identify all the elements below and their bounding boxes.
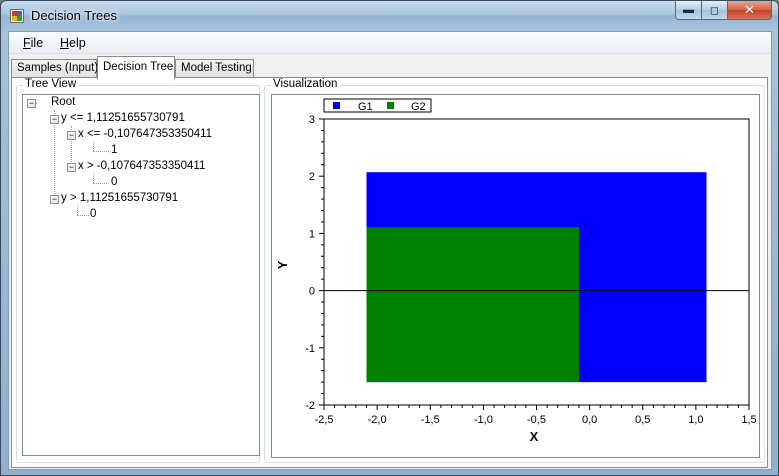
decision-boundary-chart: G1 G2 -2,5 -2,0 -1,5 -1,0 -0,5 0,0 0,5 1,0 1,5 3 2… (275, 98, 757, 444)
menu-help[interactable]: Help (60, 36, 86, 50)
legend-g2-swatch (387, 102, 394, 109)
x-axis-label: X (530, 429, 539, 444)
tab-decision-tree[interactable]: Decision Tree (97, 56, 175, 79)
legend-g1-swatch (333, 102, 340, 109)
maximize-button[interactable]: ◻ (702, 1, 728, 20)
tree-leaf-0b[interactable]: 0 (90, 208, 97, 220)
tab-samples-input[interactable]: Samples (Input) (11, 59, 98, 78)
minimize-button[interactable]: ▬ (675, 1, 702, 20)
menu-help-mnemonic: H (60, 36, 70, 50)
maximize-icon: ◻ (709, 4, 720, 17)
g2-region (366, 227, 579, 383)
tree-view-group: Tree View − Root (16, 78, 260, 463)
y-tick-label: 0 (309, 286, 315, 298)
collapse-root-icon[interactable]: − (27, 98, 36, 108)
collapse-y-gt-icon[interactable]: − (50, 194, 59, 204)
visualization-title: Visualization (271, 78, 340, 90)
tree-node-root[interactable]: Root (51, 96, 76, 108)
y-tick-label: 3 (309, 114, 315, 126)
collapse-y-le-icon[interactable]: − (50, 114, 59, 124)
y-tick-label: -1 (305, 343, 315, 355)
y-tick-label: 1 (309, 228, 315, 240)
collapse-x-le-icon[interactable]: − (67, 130, 76, 140)
menu-help-label: elp (69, 36, 86, 50)
x-tick-label: 1,0 (688, 414, 703, 426)
y-axis-label: Y (275, 260, 290, 269)
tree-leaf-1[interactable]: 1 (111, 144, 118, 156)
x-tick-label: -0,5 (527, 414, 546, 426)
menu-file-mnemonic: F (23, 36, 31, 50)
legend-g1-label: G1 (358, 101, 373, 113)
x-tick-label: -1,0 (474, 414, 493, 426)
close-button[interactable]: ✕ (728, 1, 772, 20)
tree-view-title: Tree View (23, 78, 79, 90)
y-tick-label: 2 (309, 171, 315, 183)
close-icon: ✕ (744, 2, 755, 17)
decision-tree-tab-page: Tree View − Root (11, 77, 768, 468)
x-tick-label: 1,5 (741, 414, 756, 426)
title-bar[interactable]: Decision Trees ▬ ◻ ✕ (1, 1, 778, 31)
chart-area[interactable]: G1 G2 -2,5 -2,0 -1,5 -1,0 -0,5 0,0 0,5 1,0 1,5 3 2… (271, 94, 760, 458)
window-title: Decision Trees (31, 8, 117, 23)
client-area: File Help Samples (Input) Decision Tree … (8, 31, 772, 470)
legend: G1 G2 (323, 98, 432, 113)
menu-file[interactable]: File (23, 36, 43, 50)
menu-bar: File Help (9, 32, 771, 54)
x-tick-label: -2,0 (368, 414, 387, 426)
tab-model-testing[interactable]: Model Testing (175, 59, 254, 78)
x-tick-label: 0,5 (635, 414, 650, 426)
menu-file-label: ile (30, 36, 44, 50)
minimize-icon: ▬ (683, 4, 694, 16)
legend-g2-label: G2 (411, 101, 426, 113)
tree-node-x-le[interactable]: x <= -0,107647353350411 (78, 128, 213, 140)
tree-node-y-gt[interactable]: y > 1,11251655730791 (61, 192, 179, 204)
decision-tree-view[interactable]: − Root − y <= 1,11251655730791 − x <= -0… (22, 94, 260, 456)
app-icon (10, 9, 24, 23)
collapse-x-gt-icon[interactable]: − (67, 162, 76, 172)
tree-leaf-0a[interactable]: 0 (111, 176, 118, 188)
tree-node-y-le[interactable]: y <= 1,11251655730791 (61, 112, 185, 124)
x-tick-label: -1,5 (421, 414, 440, 426)
x-tick-label: 0,0 (582, 414, 597, 426)
tree-node-x-gt[interactable]: x > -0,107647353350411 (78, 160, 206, 172)
visualization-group: Visualization G1 G2 (264, 78, 765, 463)
x-tick-label: -2,5 (315, 414, 334, 426)
y-tick-label: -2 (305, 400, 315, 412)
